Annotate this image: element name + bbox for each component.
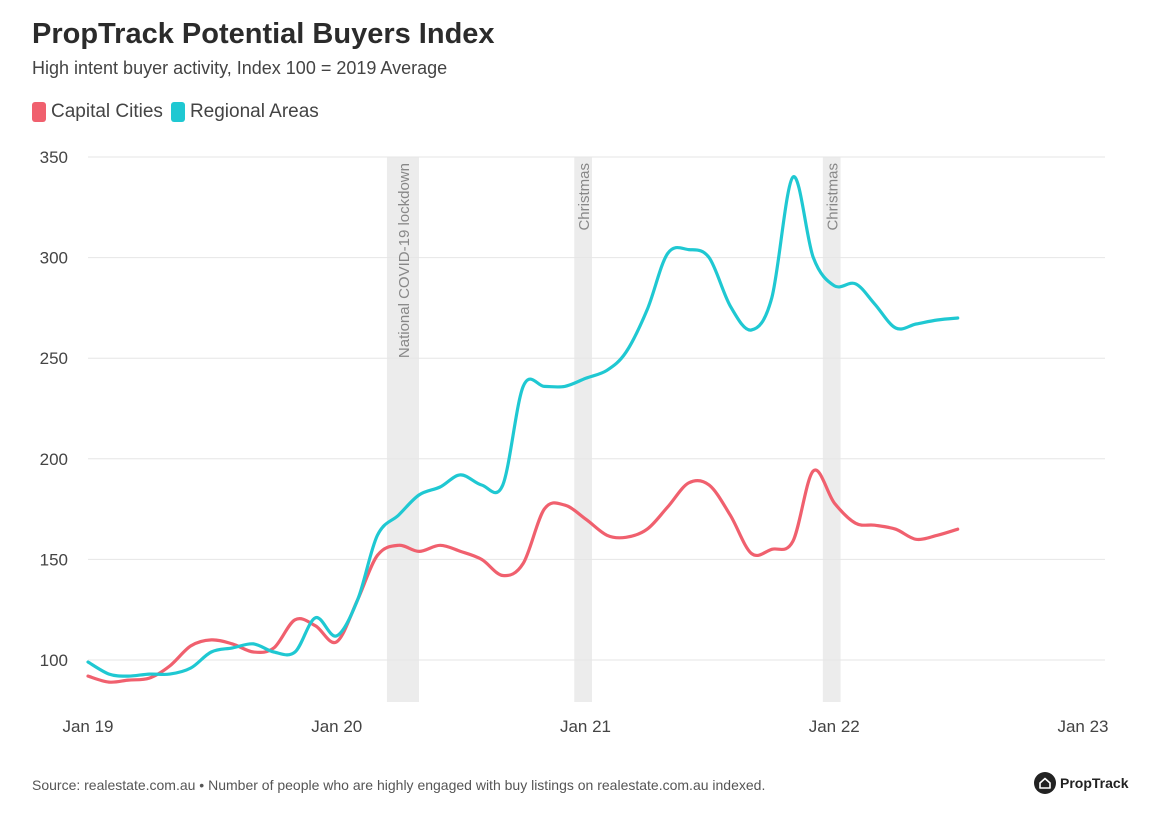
shaded-period-2: [822, 157, 841, 702]
y-tick-label-300: 300: [40, 249, 68, 268]
legend: Capital Cities Regional Areas: [32, 101, 327, 123]
source-note: Source: realestate.com.au • Number of pe…: [32, 777, 766, 793]
y-tick-label-150: 150: [40, 550, 68, 569]
x-tick-label-2: Jan 21: [560, 717, 611, 736]
y-tick-label-250: 250: [40, 349, 68, 368]
legend-label-capital-cities: Capital Cities: [51, 101, 163, 122]
y-tick-label-100: 100: [40, 651, 68, 670]
brand-name: PropTrack: [1060, 775, 1129, 791]
proptrack-logo: PropTrack: [1034, 772, 1128, 794]
series-line-regional-areas: [86, 175, 960, 678]
legend-item-regional-areas: Regional Areas: [170, 101, 319, 123]
series-line-capital-cities: [86, 468, 960, 684]
legend-swatch-regional-areas: [170, 102, 185, 122]
x-tick-label-1: Jan 20: [311, 717, 362, 736]
chart-subtitle: High intent buyer activity, Index 100 = …: [32, 58, 448, 78]
legend-swatch-capital-cities: [32, 102, 46, 122]
x-tick-label-0: Jan 19: [62, 717, 113, 736]
legend-item-capital-cities: Capital Cities: [32, 101, 163, 123]
legend-label-regional-areas: Regional Areas: [189, 101, 319, 122]
x-tick-label-4: Jan 23: [1057, 717, 1108, 736]
shaded-period-label-0: National COVID-19 lockdown: [396, 163, 413, 358]
line-chart: 100 150 200 250 300 350 Jan 19 Jan 20 Jan 21 Jan …: [40, 148, 1109, 736]
shaded-period-label-2: Christmas: [825, 163, 842, 231]
shaded-period-1: [574, 157, 592, 702]
y-tick-label-350: 350: [40, 148, 68, 167]
shaded-period-label-1: Christmas: [576, 163, 593, 231]
x-tick-label-3: Jan 22: [809, 717, 860, 736]
chart-title: PropTrack Potential Buyers Index: [32, 18, 495, 50]
y-tick-label-200: 200: [40, 450, 68, 469]
house-icon: [1034, 772, 1056, 794]
shaded-period-0: [386, 157, 419, 702]
